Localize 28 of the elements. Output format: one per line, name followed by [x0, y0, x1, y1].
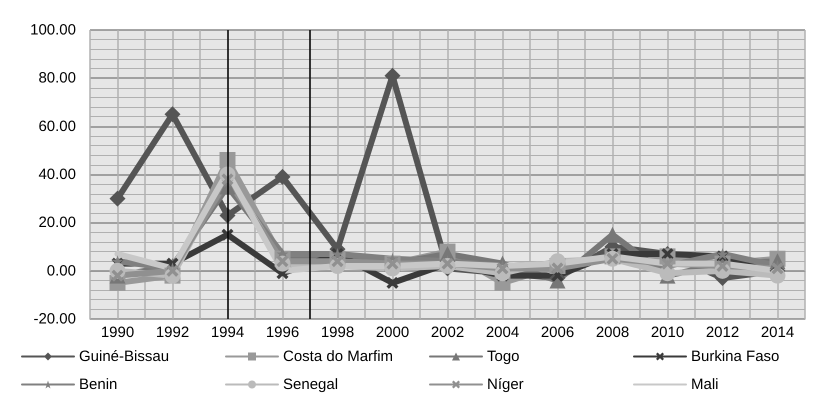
y-tick-label: 40.00 — [38, 166, 76, 183]
y-tick-label: -20.00 — [33, 310, 76, 328]
x-tick-label: 2008 — [596, 324, 630, 341]
x-tick-label: 1992 — [156, 324, 190, 341]
legend-label: Burkina Faso — [691, 348, 780, 365]
legend-label: Togo — [487, 348, 520, 365]
y-tick-label: 60.00 — [38, 118, 76, 135]
x-tick-label: 1990 — [100, 324, 134, 341]
x-tick-label: 2012 — [706, 324, 740, 341]
legend-label: Senegal — [283, 376, 338, 393]
x-tick-label: 2002 — [430, 324, 464, 341]
x-tick-label: 2014 — [760, 324, 794, 341]
x-tick-label: 2004 — [486, 324, 520, 341]
x-tick-label: 1994 — [210, 324, 244, 341]
legend-label: Benin — [79, 376, 118, 393]
legend-label: Mali — [691, 376, 719, 393]
y-tick-label: 0.00 — [46, 262, 76, 280]
x-tick-label: 1998 — [320, 324, 354, 341]
y-tick-label: 100.00 — [30, 22, 76, 38]
y-tick-label: 20.00 — [38, 214, 76, 232]
legend-label: Guiné-Bissau — [79, 348, 170, 365]
legend-label: Níger — [487, 376, 524, 393]
legend-label: Costa do Marfim — [283, 348, 394, 365]
x-tick-label: 2010 — [650, 324, 684, 341]
x-tick-label: 1996 — [266, 324, 300, 341]
y-tick-label: 80.00 — [38, 70, 76, 87]
x-tick-label: 2000 — [376, 324, 410, 341]
x-tick-label: 2006 — [540, 324, 574, 341]
